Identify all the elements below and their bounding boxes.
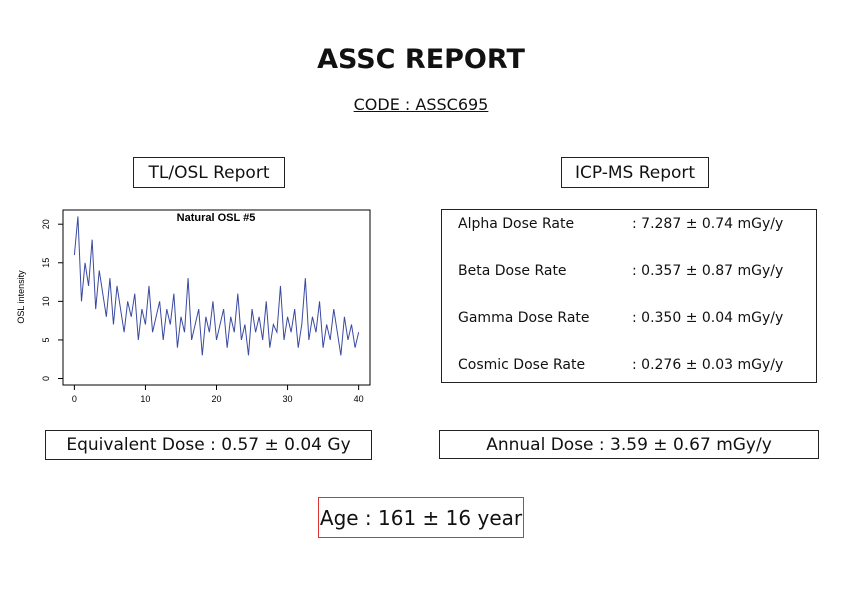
osl-chart: Natural OSL #5 OSL intensity 0 10 20 30 40 0 5… [16, 209, 371, 404]
y-tick-label: 5 [41, 337, 51, 342]
row-value: : 7.287 ± 0.74 mGy/y [632, 216, 784, 232]
osl-curve [73, 216, 360, 356]
x-tick-label: 30 [283, 394, 293, 404]
row-label: Cosmic Dose Rate [458, 357, 586, 373]
row-label: Gamma Dose Rate [458, 310, 590, 326]
row-label: Beta Dose Rate [458, 263, 567, 279]
dose-table [441, 209, 817, 383]
annual-dose: Annual Dose : 3.59 ± 0.67 mGy/y [439, 430, 819, 459]
row-label: Alpha Dose Rate [458, 216, 575, 232]
x-tick-label: 10 [140, 394, 150, 404]
x-tick-label: 0 [72, 394, 77, 404]
report-title: ASSC REPORT [317, 44, 525, 75]
chart-title: Natural OSL #5 [177, 212, 256, 224]
y-axis-label: OSL intensity [16, 270, 26, 324]
y-tick-label: 10 [41, 296, 51, 306]
y-tick-label: 0 [41, 376, 51, 381]
row-value: : 0.357 ± 0.87 mGy/y [632, 263, 784, 279]
equivalent-dose: Equivalent Dose : 0.57 ± 0.04 Gy [45, 430, 372, 460]
y-tick-label: 20 [41, 219, 51, 229]
section-title: TL/OSL Report [133, 157, 285, 188]
x-tick-label: 40 [354, 394, 364, 404]
y-tick-label: 15 [41, 258, 51, 268]
row-value: : 0.350 ± 0.04 mGy/y [632, 310, 784, 326]
section-title: ICP-MS Report [561, 157, 709, 188]
x-tick-label: 20 [211, 394, 221, 404]
plot-frame [62, 209, 371, 386]
report-code: CODE : ASSC695 [353, 95, 489, 114]
row-value: : 0.276 ± 0.03 mGy/y [632, 357, 784, 373]
age-result: Age : 161 ± 16 year [318, 497, 524, 538]
